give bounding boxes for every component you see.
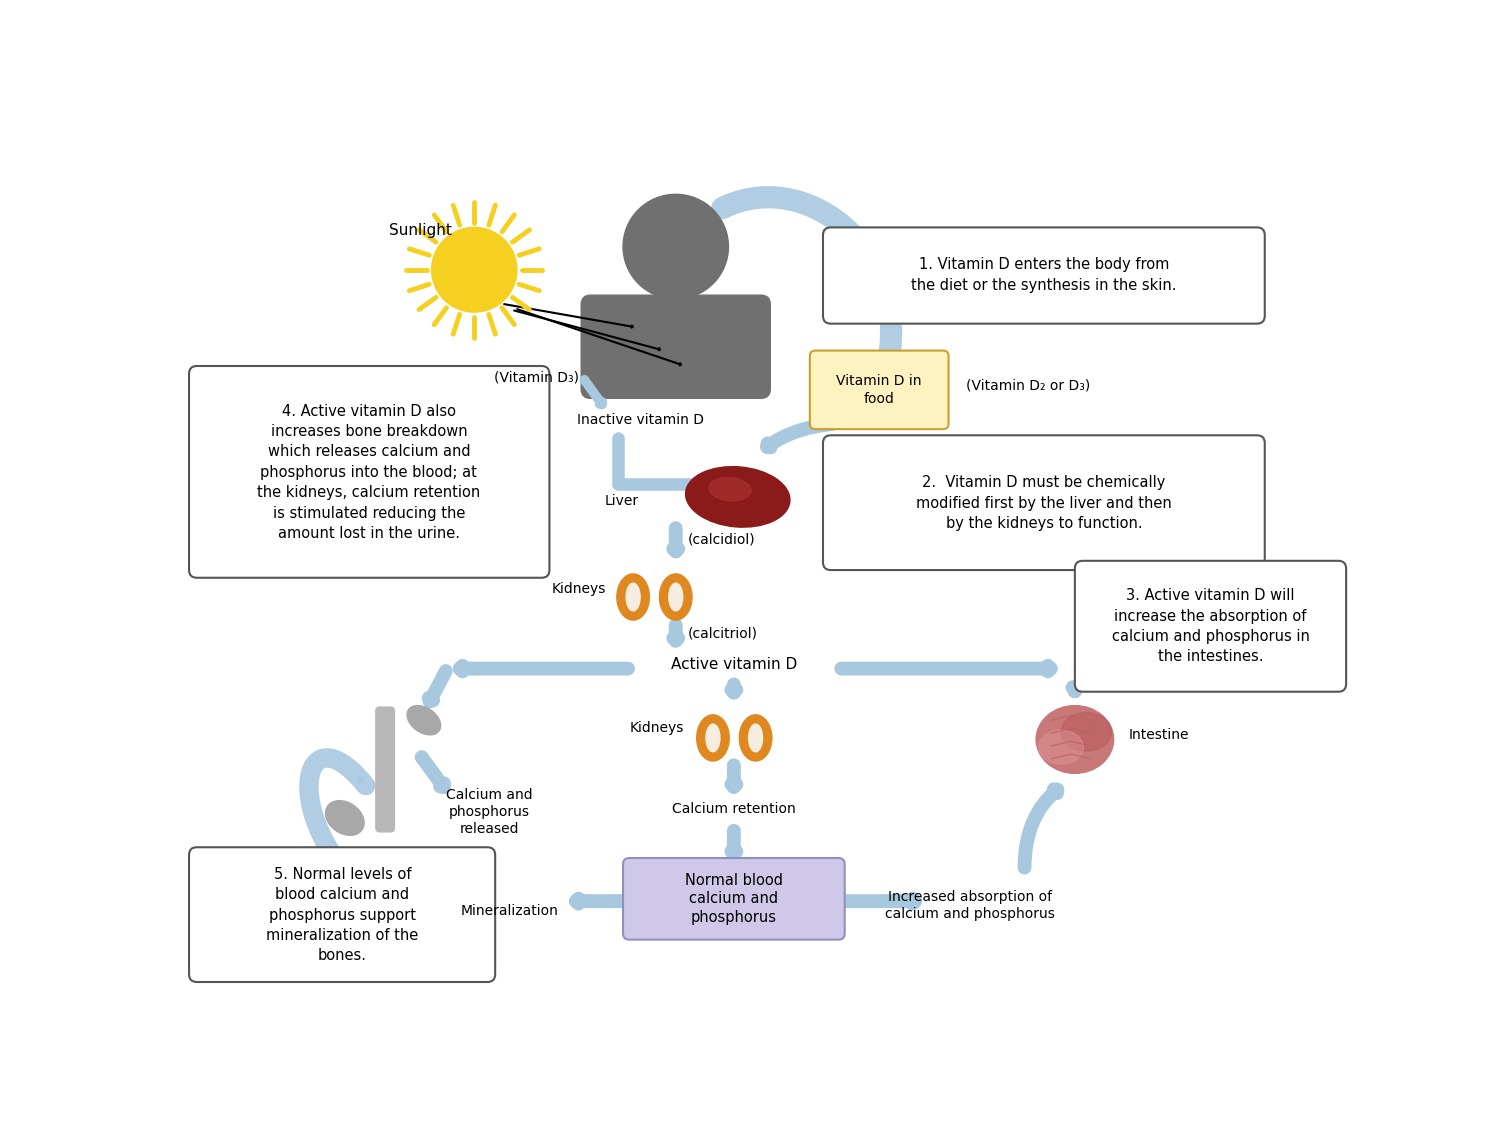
Ellipse shape <box>696 714 729 760</box>
Circle shape <box>432 227 517 312</box>
Text: Liver: Liver <box>604 494 639 507</box>
Ellipse shape <box>748 724 762 752</box>
Text: 3. Active vitamin D will
increase the absorption of
calcium and phosphorus in
th: 3. Active vitamin D will increase the ab… <box>1112 588 1310 665</box>
Text: 5. Normal levels of
blood calcium and
phosphorus support
mineralization of the
b: 5. Normal levels of blood calcium and ph… <box>267 866 419 963</box>
Ellipse shape <box>616 574 650 620</box>
FancyBboxPatch shape <box>810 351 948 429</box>
Text: Sunlight: Sunlight <box>388 223 452 238</box>
FancyBboxPatch shape <box>824 435 1264 570</box>
Text: (Vitamin D₃): (Vitamin D₃) <box>494 370 579 385</box>
FancyBboxPatch shape <box>657 254 694 312</box>
Text: Kidneys: Kidneys <box>552 582 606 596</box>
Text: Mineralization: Mineralization <box>460 904 558 918</box>
Ellipse shape <box>326 801 364 836</box>
Text: Vitamin D in
food: Vitamin D in food <box>837 375 922 405</box>
FancyBboxPatch shape <box>189 847 495 982</box>
Ellipse shape <box>708 477 752 501</box>
Ellipse shape <box>660 574 692 620</box>
Ellipse shape <box>1062 712 1112 752</box>
FancyBboxPatch shape <box>824 227 1264 324</box>
Text: 4. Active vitamin D also
increases bone breakdown
which releases calcium and
pho: 4. Active vitamin D also increases bone … <box>256 404 480 541</box>
FancyBboxPatch shape <box>580 295 771 398</box>
Ellipse shape <box>706 724 720 752</box>
FancyBboxPatch shape <box>189 366 549 578</box>
Circle shape <box>622 195 729 299</box>
Text: Inactive vitamin D: Inactive vitamin D <box>578 413 705 426</box>
Ellipse shape <box>626 583 640 611</box>
Text: (calcitriol): (calcitriol) <box>687 626 758 640</box>
Text: (calcidiol): (calcidiol) <box>687 532 754 546</box>
Ellipse shape <box>686 467 790 528</box>
Ellipse shape <box>1038 730 1083 764</box>
Ellipse shape <box>406 705 441 735</box>
Ellipse shape <box>1036 705 1113 773</box>
Text: Intestine: Intestine <box>1130 729 1190 742</box>
Text: Calcium and
phosphorus
released: Calcium and phosphorus released <box>447 788 532 836</box>
Text: Active vitamin D: Active vitamin D <box>670 657 796 672</box>
Ellipse shape <box>669 583 682 611</box>
Text: 2.  Vitamin D must be chemically
modified first by the liver and then
by the kid: 2. Vitamin D must be chemically modified… <box>916 475 1172 531</box>
FancyBboxPatch shape <box>622 858 844 939</box>
Text: Calcium retention: Calcium retention <box>672 802 795 816</box>
Text: Kidneys: Kidneys <box>628 721 684 735</box>
FancyBboxPatch shape <box>1076 560 1346 692</box>
Ellipse shape <box>740 714 772 760</box>
Text: Increased absorption of
calcium and phosphorus: Increased absorption of calcium and phos… <box>885 890 1054 921</box>
Text: Normal blood
calcium and
phosphorus: Normal blood calcium and phosphorus <box>686 873 783 925</box>
FancyBboxPatch shape <box>376 708 394 831</box>
Text: (Vitamin D₂ or D₃): (Vitamin D₂ or D₃) <box>966 379 1090 393</box>
Text: 1. Vitamin D enters the body from
the diet or the synthesis in the skin.: 1. Vitamin D enters the body from the di… <box>910 258 1176 292</box>
